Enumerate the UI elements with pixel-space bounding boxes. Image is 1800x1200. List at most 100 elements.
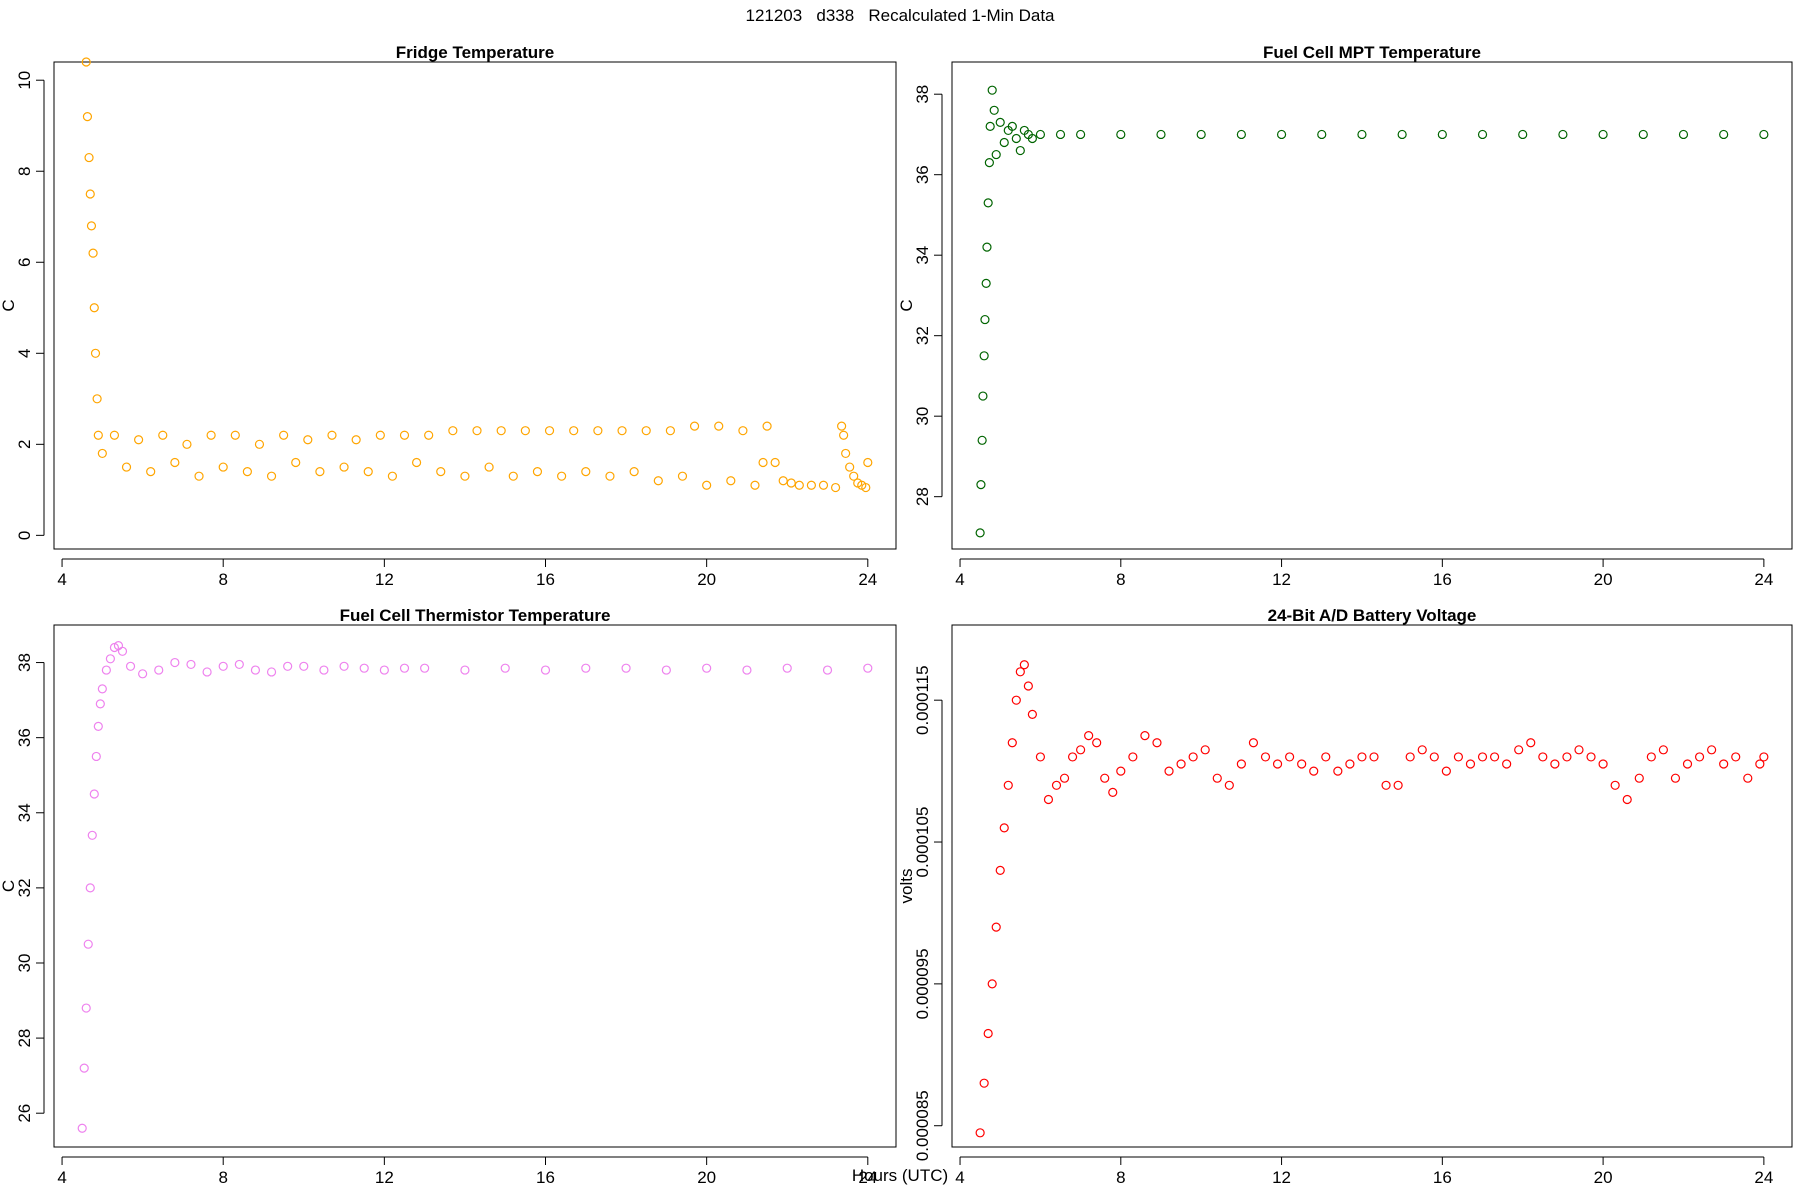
- data-point: [778, 476, 788, 486]
- data-point: [279, 430, 289, 440]
- plot-frame: [53, 624, 897, 1148]
- x-tick-label: 24: [1754, 1168, 1773, 1187]
- data-point: [1634, 773, 1644, 783]
- plot-frame: [951, 61, 1793, 550]
- data-point: [1156, 129, 1166, 140]
- data-point: [291, 457, 301, 468]
- data-point: [95, 699, 105, 709]
- data-point: [979, 1078, 989, 1088]
- data-point: [786, 478, 796, 488]
- data-point: [661, 665, 671, 675]
- data-point: [1719, 129, 1729, 140]
- data-point: [117, 646, 128, 656]
- y-tick-label: 0.000115: [913, 665, 932, 735]
- data-point: [1011, 133, 1021, 144]
- data-point: [1276, 129, 1287, 140]
- data-point: [194, 471, 204, 481]
- y-tick-label: 10: [15, 71, 34, 90]
- data-point: [82, 112, 93, 122]
- data-point: [460, 665, 470, 675]
- chart-title: 24-Bit A/D Battery Voltage: [1268, 606, 1477, 625]
- data-point: [411, 457, 422, 468]
- data-point: [641, 426, 651, 436]
- data-point: [702, 663, 712, 673]
- data-point: [86, 221, 97, 231]
- data-point: [841, 448, 851, 459]
- data-point: [1023, 681, 1033, 691]
- data-point: [677, 471, 688, 481]
- y-tick-label: 32: [15, 878, 34, 897]
- data-point: [1598, 759, 1608, 769]
- data-point: [1429, 752, 1439, 762]
- x-tick-label: 20: [697, 570, 716, 589]
- data-point: [1405, 752, 1415, 762]
- data-point: [1196, 129, 1206, 140]
- data-point: [375, 430, 385, 440]
- data-point: [714, 421, 724, 431]
- data-point: [999, 823, 1009, 833]
- data-point: [1646, 752, 1656, 762]
- figure-title: 121203 d338 Recalculated 1-Min Data: [745, 6, 1055, 25]
- data-point: [837, 421, 847, 431]
- data-point: [1007, 121, 1017, 131]
- data-point: [758, 457, 768, 468]
- data-point: [999, 137, 1009, 148]
- data-point: [1076, 745, 1086, 755]
- x-tick-label: 16: [536, 570, 555, 589]
- y-axis-label: C: [897, 299, 916, 311]
- data-point: [983, 1028, 993, 1039]
- data-point: [218, 462, 228, 472]
- data-point: [1116, 766, 1126, 776]
- data-point: [985, 121, 995, 131]
- x-tick-label: 20: [697, 1168, 716, 1187]
- data-point: [1598, 129, 1608, 140]
- data-point: [689, 421, 700, 431]
- data-point: [88, 248, 98, 258]
- data-point: [250, 665, 261, 675]
- data-point: [770, 457, 780, 468]
- data-point: [1067, 752, 1078, 762]
- data-point: [1558, 129, 1568, 140]
- data-point: [77, 1123, 87, 1133]
- y-axis-label: C: [0, 880, 18, 892]
- data-point: [1035, 752, 1046, 762]
- data-point: [92, 394, 102, 404]
- data-point: [1514, 745, 1524, 755]
- data-point: [186, 659, 196, 670]
- data-point: [581, 467, 591, 477]
- data-point: [1003, 780, 1013, 790]
- data-point: [863, 663, 873, 673]
- data-point: [987, 85, 997, 95]
- data-point: [1586, 752, 1596, 762]
- y-tick-label: 30: [15, 954, 34, 973]
- data-point: [544, 426, 555, 436]
- data-point: [81, 57, 91, 67]
- data-point: [1678, 129, 1689, 140]
- data-point: [283, 661, 293, 671]
- y-tick-label: 28: [913, 487, 932, 506]
- data-point: [1200, 745, 1210, 755]
- data-point: [84, 152, 94, 163]
- data-point: [822, 665, 833, 675]
- chart-title: Fridge Temperature: [396, 43, 554, 62]
- data-point: [266, 471, 277, 481]
- data-point: [1260, 752, 1271, 762]
- y-axis-label: volts: [897, 869, 916, 904]
- y-axis-label: C: [0, 299, 18, 311]
- data-point: [1638, 129, 1648, 140]
- x-tick-label: 16: [1433, 1168, 1452, 1187]
- data-point: [979, 351, 989, 361]
- data-point: [983, 198, 993, 208]
- data-point: [702, 480, 712, 490]
- data-point: [1489, 752, 1500, 762]
- data-point: [1658, 745, 1668, 755]
- data-point: [1043, 794, 1054, 805]
- x-tick-label: 20: [1594, 570, 1613, 589]
- data-point: [1477, 752, 1488, 762]
- data-point: [762, 421, 772, 431]
- data-point: [1759, 129, 1769, 140]
- data-point: [89, 789, 99, 799]
- data-point: [629, 467, 639, 477]
- data-point: [569, 426, 579, 436]
